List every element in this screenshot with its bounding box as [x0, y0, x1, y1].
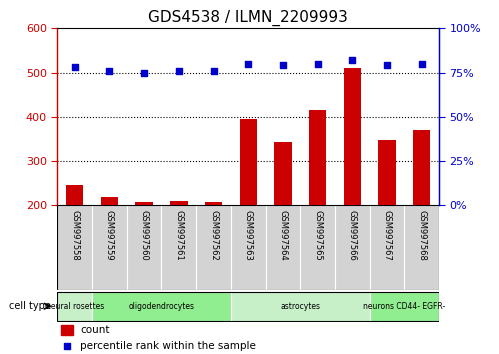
Text: GSM997564: GSM997564	[278, 210, 287, 260]
Bar	[240, 119, 257, 205]
Point	[418, 61, 426, 67]
Point	[314, 61, 322, 67]
Text: GSM997566: GSM997566	[348, 210, 357, 261]
Bar	[170, 201, 188, 205]
Text: cell type: cell type	[8, 301, 50, 311]
Bar	[413, 130, 431, 205]
Text: GSM997561: GSM997561	[174, 210, 183, 260]
Bar	[196, 205, 231, 290]
Text: count: count	[80, 325, 110, 335]
Bar	[231, 205, 265, 290]
Text: GSM997562: GSM997562	[209, 210, 218, 260]
Point	[63, 343, 71, 349]
Bar	[205, 202, 222, 205]
Point	[348, 57, 356, 63]
Text: oligodendrocytes: oligodendrocytes	[129, 302, 195, 311]
Bar	[274, 142, 291, 205]
Bar	[92, 205, 127, 290]
Bar	[231, 292, 370, 321]
Bar	[66, 185, 83, 205]
Bar	[57, 292, 92, 321]
Bar	[127, 205, 162, 290]
Bar	[378, 140, 396, 205]
Bar	[344, 68, 361, 205]
Text: percentile rank within the sample: percentile rank within the sample	[80, 341, 256, 351]
Bar	[404, 205, 439, 290]
Bar	[300, 205, 335, 290]
Title: GDS4538 / ILMN_2209993: GDS4538 / ILMN_2209993	[148, 9, 348, 25]
Point	[279, 63, 287, 68]
Bar	[265, 205, 300, 290]
Point	[244, 61, 252, 67]
Bar	[370, 205, 404, 290]
Bar	[101, 198, 118, 205]
Bar	[309, 110, 326, 205]
Text: neural rosettes: neural rosettes	[45, 302, 104, 311]
Text: GSM997560: GSM997560	[140, 210, 149, 260]
Point	[383, 63, 391, 68]
Bar	[92, 292, 231, 321]
Text: astrocytes: astrocytes	[280, 302, 320, 311]
Text: GSM997568: GSM997568	[417, 210, 426, 261]
Bar	[370, 292, 439, 321]
Text: GSM997558: GSM997558	[70, 210, 79, 260]
Bar	[57, 205, 92, 290]
Bar	[135, 202, 153, 205]
Text: GSM997563: GSM997563	[244, 210, 253, 261]
Point	[140, 70, 148, 75]
Bar	[162, 205, 196, 290]
Point	[175, 68, 183, 74]
Bar	[61, 325, 73, 335]
Text: GSM997567: GSM997567	[383, 210, 392, 261]
Bar	[335, 205, 370, 290]
Text: GSM997565: GSM997565	[313, 210, 322, 260]
Text: GSM997559: GSM997559	[105, 210, 114, 260]
Point	[210, 68, 218, 74]
Point	[71, 64, 79, 70]
Text: neurons CD44- EGFR-: neurons CD44- EGFR-	[363, 302, 446, 311]
Point	[105, 68, 113, 74]
